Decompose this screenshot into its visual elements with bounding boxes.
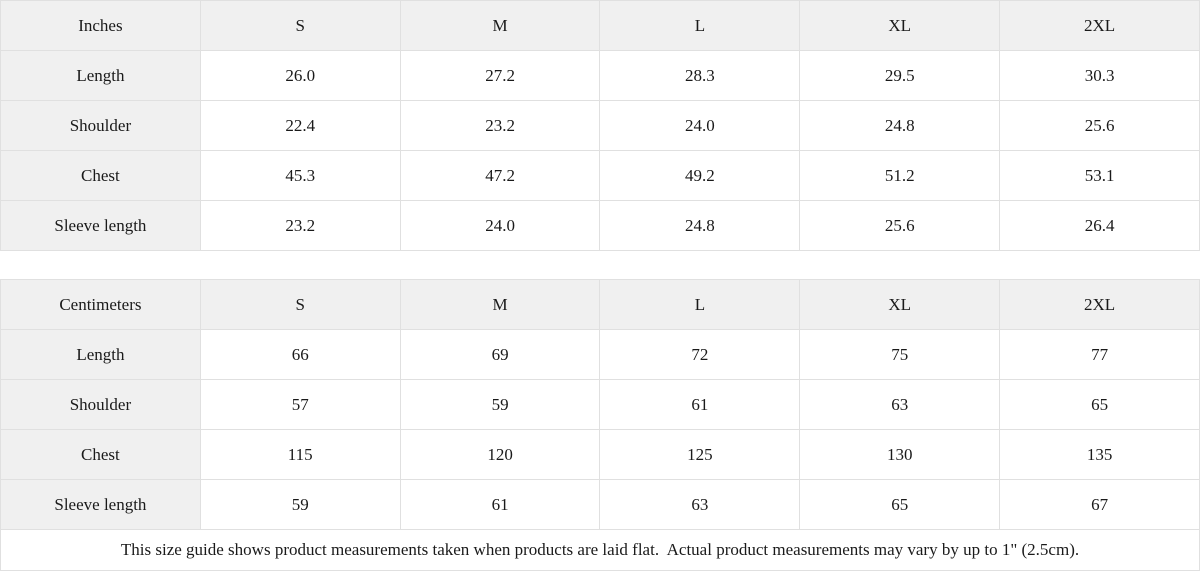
centimeters-length-m: 69 xyxy=(399,329,601,380)
inches-sleeve-s: 23.2 xyxy=(199,200,401,251)
centimeters-shoulder-label: Shoulder xyxy=(0,379,201,430)
table-row: Chest 45.3 47.2 49.2 51.2 53.1 xyxy=(0,150,1200,201)
inches-length-l: 28.3 xyxy=(599,50,801,101)
inches-shoulder-label: Shoulder xyxy=(0,100,201,151)
centimeters-shoulder-2xl: 65 xyxy=(999,379,1200,430)
inches-length-s: 26.0 xyxy=(199,50,401,101)
footer-row: This size guide shows product measuremen… xyxy=(0,529,1200,571)
centimeters-length-s: 66 xyxy=(199,329,401,380)
inches-shoulder-s: 22.4 xyxy=(199,100,401,151)
inches-shoulder-l: 24.0 xyxy=(599,100,801,151)
centimeters-unit-header: Centimeters xyxy=(0,279,201,330)
table-row: Shoulder 22.4 23.2 24.0 24.8 25.6 xyxy=(0,100,1200,151)
table-row: Length 66 69 72 75 77 xyxy=(0,329,1200,380)
centimeters-size-header-xl: XL xyxy=(799,279,1001,330)
table-row: Shoulder 57 59 61 63 65 xyxy=(0,379,1200,430)
centimeters-sleeve-s: 59 xyxy=(199,479,401,530)
centimeters-chest-label: Chest xyxy=(0,429,201,480)
inches-sleeve-label: Sleeve length xyxy=(0,200,201,251)
centimeters-shoulder-l: 61 xyxy=(599,379,801,430)
inches-chest-xl: 51.2 xyxy=(799,150,1001,201)
centimeters-size-header-l: L xyxy=(599,279,801,330)
centimeters-sleeve-2xl: 67 xyxy=(999,479,1200,530)
centimeters-length-xl: 75 xyxy=(799,329,1001,380)
inches-shoulder-2xl: 25.6 xyxy=(999,100,1200,151)
centimeters-sleeve-l: 63 xyxy=(599,479,801,530)
inches-length-m: 27.2 xyxy=(399,50,601,101)
section-gap-row xyxy=(0,250,1200,280)
inches-sleeve-2xl: 26.4 xyxy=(999,200,1200,251)
centimeters-chest-m: 120 xyxy=(399,429,601,480)
centimeters-sleeve-label: Sleeve length xyxy=(0,479,201,530)
inches-shoulder-xl: 24.8 xyxy=(799,100,1001,151)
inches-sleeve-xl: 25.6 xyxy=(799,200,1001,251)
centimeters-header-row: Centimeters S M L XL 2XL xyxy=(0,279,1200,330)
centimeters-size-header-s: S xyxy=(199,279,401,330)
inches-sleeve-l: 24.8 xyxy=(599,200,801,251)
inches-chest-m: 47.2 xyxy=(399,150,601,201)
inches-size-header-m: M xyxy=(399,0,601,51)
centimeters-sleeve-m: 61 xyxy=(399,479,601,530)
centimeters-shoulder-s: 57 xyxy=(199,379,401,430)
table-row: Sleeve length 59 61 63 65 67 xyxy=(0,479,1200,530)
centimeters-shoulder-m: 59 xyxy=(399,379,601,430)
inches-length-xl: 29.5 xyxy=(799,50,1001,101)
inches-length-2xl: 30.3 xyxy=(999,50,1200,101)
centimeters-chest-2xl: 135 xyxy=(999,429,1200,480)
inches-size-header-s: S xyxy=(199,0,401,51)
inches-shoulder-m: 23.2 xyxy=(399,100,601,151)
centimeters-shoulder-xl: 63 xyxy=(799,379,1001,430)
centimeters-chest-l: 125 xyxy=(599,429,801,480)
centimeters-length-l: 72 xyxy=(599,329,801,380)
inches-unit-header: Inches xyxy=(0,0,201,51)
table-row: Sleeve length 23.2 24.0 24.8 25.6 26.4 xyxy=(0,200,1200,251)
centimeters-sleeve-xl: 65 xyxy=(799,479,1001,530)
centimeters-size-header-2xl: 2XL xyxy=(999,279,1200,330)
inches-size-header-xl: XL xyxy=(799,0,1001,51)
inches-size-header-2xl: 2XL xyxy=(999,0,1200,51)
table-row: Length 26.0 27.2 28.3 29.5 30.3 xyxy=(0,50,1200,101)
inches-size-header-l: L xyxy=(599,0,801,51)
table-row: Chest 115 120 125 130 135 xyxy=(0,429,1200,480)
inches-header-row: Inches S M L XL 2XL xyxy=(0,0,1200,51)
inches-chest-label: Chest xyxy=(0,150,201,201)
centimeters-length-label: Length xyxy=(0,329,201,380)
inches-chest-l: 49.2 xyxy=(599,150,801,201)
centimeters-length-2xl: 77 xyxy=(999,329,1200,380)
centimeters-chest-s: 115 xyxy=(199,429,401,480)
inches-sleeve-m: 24.0 xyxy=(399,200,601,251)
inches-length-label: Length xyxy=(0,50,201,101)
centimeters-chest-xl: 130 xyxy=(799,429,1001,480)
inches-chest-s: 45.3 xyxy=(199,150,401,201)
size-guide-note: This size guide shows product measuremen… xyxy=(0,529,1200,571)
inches-chest-2xl: 53.1 xyxy=(999,150,1200,201)
centimeters-size-header-m: M xyxy=(399,279,601,330)
section-gap xyxy=(0,250,1200,280)
